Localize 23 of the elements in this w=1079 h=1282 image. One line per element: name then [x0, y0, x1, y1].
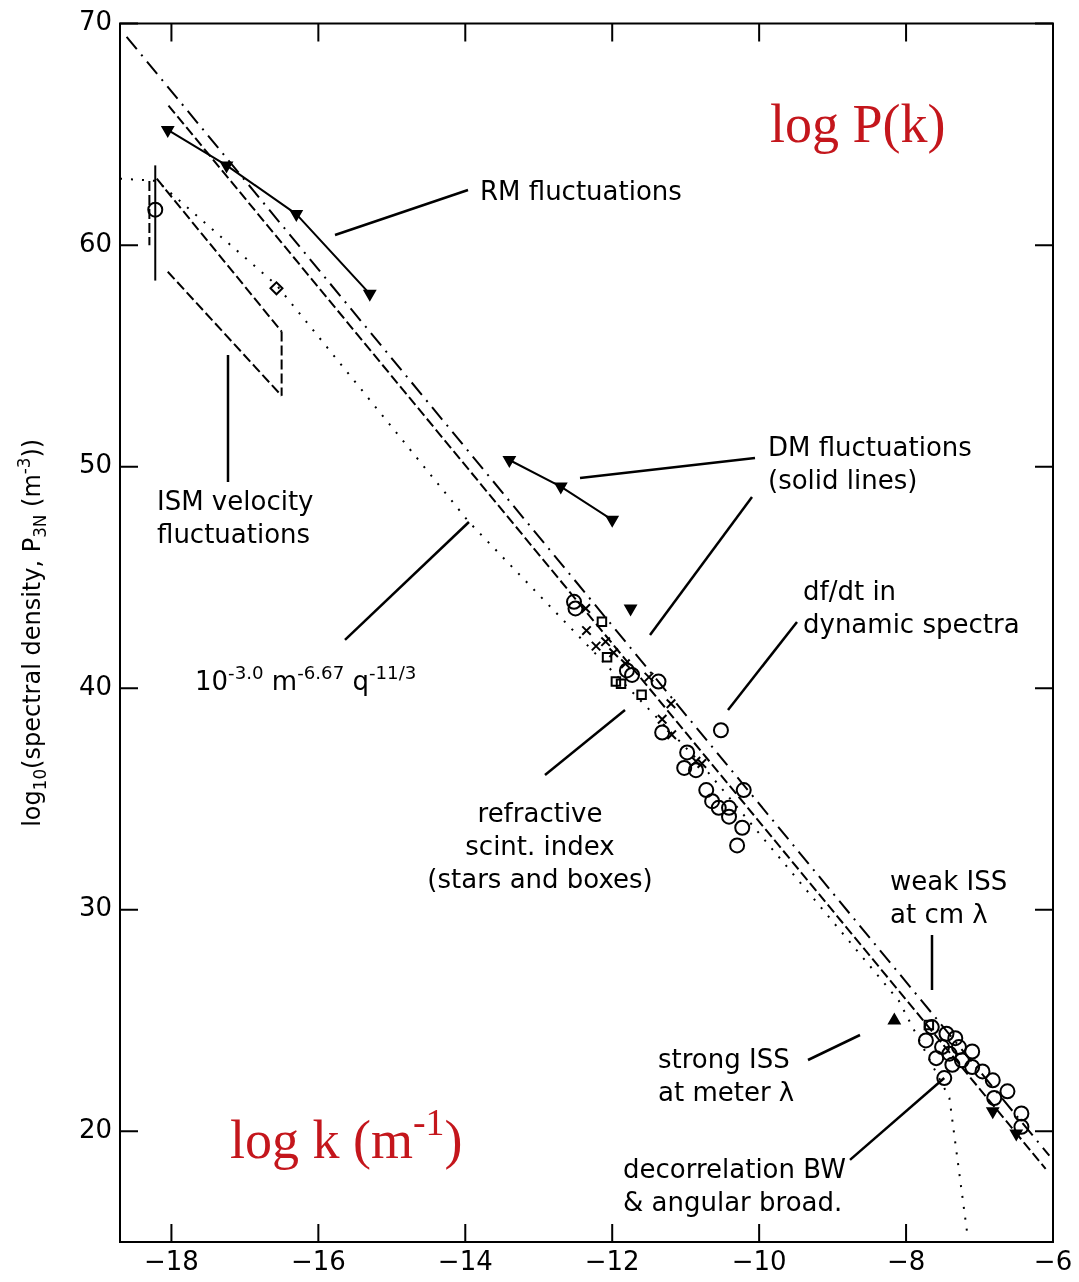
x-tick-label: −8 — [886, 1246, 926, 1277]
x-tick-label: −12 — [584, 1246, 640, 1277]
y-tick-label: 70 — [78, 6, 112, 37]
y-tick-label: 60 — [78, 227, 112, 258]
y-tick-label: 20 — [78, 1113, 112, 1144]
annotation: strong ISS at meter λ — [658, 1044, 795, 1107]
x-tick-label: −6 — [1033, 1246, 1073, 1277]
y-axis-title: log10(spectral density, P3N (m-3)) — [13, 438, 50, 827]
x-tick-label: −10 — [731, 1246, 787, 1277]
annotation: refractive scint. index (stars and boxes) — [427, 798, 653, 894]
annotation: ISM velocity fluctuations — [157, 486, 314, 549]
annotation: log P(k) — [770, 94, 946, 154]
x-tick-label: −18 — [143, 1246, 199, 1277]
annotation: DM fluctuations (solid lines) — [768, 432, 972, 495]
y-tick-label: 50 — [78, 449, 112, 480]
annotation: df/dt in dynamic spectra — [803, 576, 1020, 639]
y-tick-label: 30 — [78, 892, 112, 923]
annotation: weak ISS at cm λ — [890, 866, 1008, 929]
annotation: RM fluctuations — [480, 176, 682, 206]
y-tick-label: 40 — [78, 670, 112, 701]
x-tick-label: −14 — [437, 1246, 493, 1277]
x-tick-label: −16 — [290, 1246, 346, 1277]
annotation: decorrelation BW & angular broad. — [623, 1154, 846, 1217]
